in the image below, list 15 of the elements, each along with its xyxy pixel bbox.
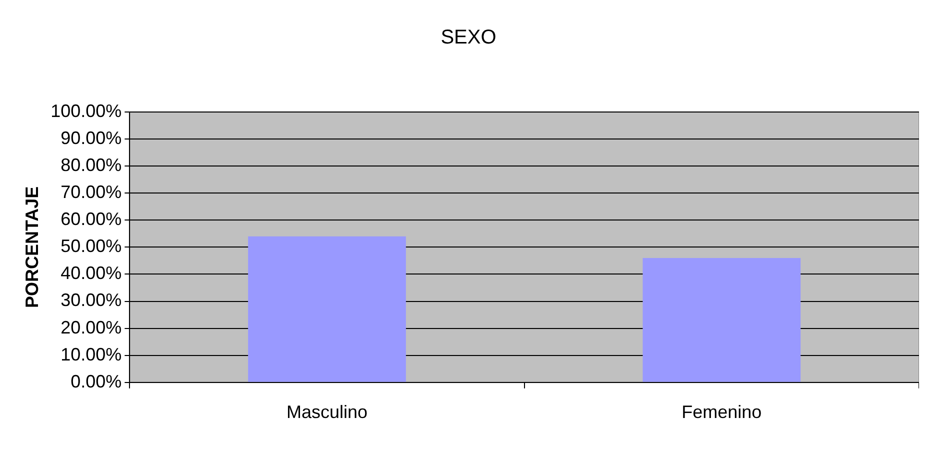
x-tick-label: Femenino <box>682 402 762 422</box>
y-axis-title: PORCENTAJE <box>22 186 42 308</box>
y-tick-label: 100.00% <box>50 100 122 121</box>
chart-title: SEXO <box>440 26 496 49</box>
y-tick-label: 0.00% <box>70 371 122 392</box>
y-tick-label: 40.00% <box>60 263 122 284</box>
y-tick-label: 80.00% <box>60 155 122 176</box>
y-tick-label: 70.00% <box>60 182 122 202</box>
y-tick-label: 10.00% <box>60 344 122 364</box>
y-tick-label: 30.00% <box>60 290 122 310</box>
x-tick-label: Masculino <box>286 402 368 422</box>
y-tick-label: 20.00% <box>60 317 122 338</box>
y-tick-label: 50.00% <box>60 236 122 256</box>
y-tick-label: 60.00% <box>60 209 122 230</box>
y-tick-label: 90.00% <box>60 128 122 148</box>
